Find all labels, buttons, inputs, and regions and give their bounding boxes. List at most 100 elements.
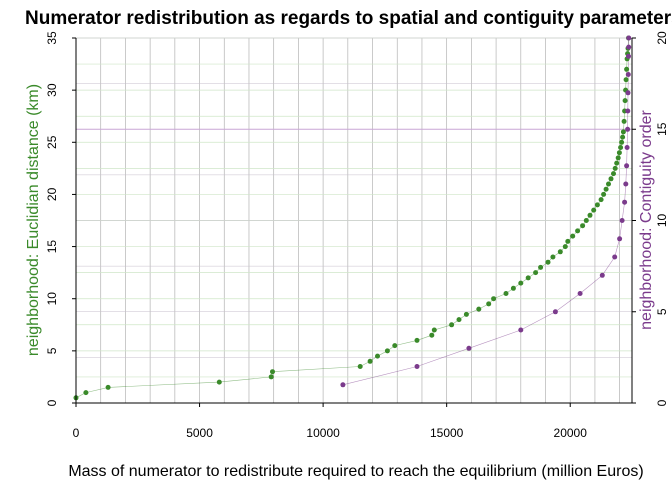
data-point	[625, 90, 631, 96]
data-point	[626, 35, 632, 41]
data-point	[575, 228, 581, 234]
data-point	[624, 66, 630, 72]
data-point	[570, 233, 576, 239]
y-right-tick-label: 0	[655, 399, 669, 406]
x-tick-label: 20000	[554, 426, 588, 440]
data-point	[510, 285, 516, 291]
data-point	[550, 254, 556, 260]
data-point	[583, 218, 589, 223]
data-point	[615, 155, 621, 161]
x-axis-label: Mass of numerator to redistribute requir…	[68, 463, 643, 480]
data-point	[270, 369, 275, 375]
data-point	[466, 345, 472, 351]
data-point	[375, 353, 380, 359]
data-point	[414, 337, 420, 343]
data-point	[623, 181, 629, 187]
data-point	[565, 238, 571, 244]
data-point	[456, 317, 462, 323]
data-point	[503, 291, 509, 296]
data-point	[538, 264, 544, 270]
grid	[75, 37, 632, 404]
data-point	[612, 165, 618, 171]
y-left-tick-label: 25	[45, 135, 59, 149]
data-point	[625, 108, 631, 114]
data-point	[562, 244, 568, 250]
data-point	[577, 291, 583, 296]
data-point	[414, 364, 420, 369]
data-point	[392, 343, 398, 349]
data-point	[599, 272, 605, 278]
data-point	[625, 72, 631, 77]
data-point	[431, 327, 437, 333]
data-point	[624, 163, 630, 169]
data-point	[608, 176, 614, 182]
data-point	[449, 322, 455, 328]
data-point	[429, 332, 435, 338]
data-point	[618, 145, 624, 150]
axes	[72, 37, 636, 407]
data-point	[620, 134, 626, 140]
data-point	[603, 186, 609, 192]
y-right-tick-label: 20	[655, 31, 669, 45]
data-point	[620, 129, 626, 135]
data-point	[552, 309, 558, 315]
data-point	[83, 390, 89, 396]
data-point	[367, 358, 373, 364]
data-point	[626, 53, 631, 59]
data-point	[545, 259, 551, 265]
x-tick-label: 10000	[306, 426, 340, 440]
data-point	[463, 311, 469, 317]
data-point	[623, 77, 629, 83]
data-point	[621, 118, 627, 124]
data-point	[525, 275, 531, 281]
data-point	[614, 160, 620, 166]
data-point	[601, 191, 607, 197]
y-left-tick-label: 35	[45, 31, 59, 45]
data-point	[587, 212, 593, 218]
data-point	[624, 145, 630, 150]
y-left-tick-label: 5	[45, 347, 59, 354]
data-point	[611, 171, 616, 177]
data-point	[476, 306, 482, 312]
data-point	[533, 270, 539, 276]
y-left-tick-label: 20	[45, 187, 59, 201]
y-right-tick-label: 5	[655, 308, 669, 315]
y-left-tick-label: 15	[45, 240, 59, 254]
y-axis-label-left: neighborhood: Euclidian distance (km)	[25, 84, 42, 356]
data-point	[557, 249, 563, 255]
data-point	[591, 207, 597, 213]
x-tick-label: 0	[73, 426, 80, 440]
data-point	[622, 199, 628, 205]
data-point	[518, 327, 524, 333]
data-point	[384, 348, 390, 354]
data-point	[486, 301, 492, 307]
series-lines	[75, 37, 630, 399]
y-left-tick-label: 0	[45, 399, 59, 406]
y-right-tick-label: 15	[655, 122, 669, 136]
data-point	[619, 218, 625, 223]
series-points	[73, 35, 632, 401]
y-axis-label-right: neighborhood: Contiguity order	[638, 109, 655, 329]
data-point	[606, 181, 611, 187]
data-point	[616, 150, 622, 156]
data-point	[619, 139, 625, 145]
tick-labels: 0 5000 10000 15000 20000 0 5 10 15 20 25 30 35 0 5 10 15…	[45, 31, 669, 440]
data-point	[216, 379, 222, 385]
data-point	[626, 44, 632, 50]
data-point	[491, 296, 497, 302]
data-point	[105, 384, 111, 390]
data-point	[612, 254, 618, 260]
x-tick-label: 15000	[430, 426, 464, 440]
data-point	[340, 382, 346, 388]
chart-title: Numerator redistribution as regards to s…	[25, 8, 672, 29]
y-left-tick-label: 10	[45, 292, 59, 306]
data-point	[598, 197, 604, 203]
data-point	[594, 202, 600, 208]
data-point	[268, 374, 274, 380]
data-point	[518, 280, 524, 286]
y-left-tick-label: 30	[45, 83, 59, 97]
data-point	[622, 98, 628, 104]
data-point	[625, 126, 631, 132]
y-right-tick-label: 10	[655, 214, 669, 228]
